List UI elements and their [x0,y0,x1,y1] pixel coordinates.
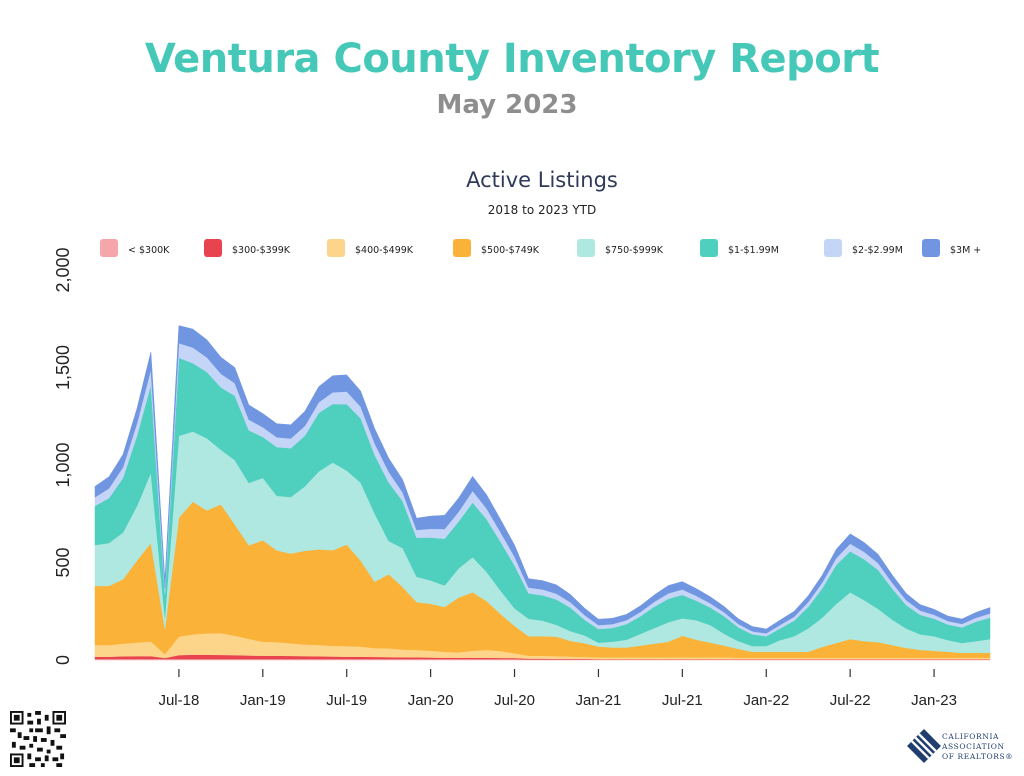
x-tick-label: Jan-21 [576,692,622,709]
report-title: Ventura County Inventory Report [144,36,880,82]
x-axis: Jul-18 Jan-19 Jul-19 Jan-20 Jul-20 Jan-21 Jul-… [158,669,957,709]
legend-item: $2-$2.99M [824,239,903,257]
logo-line-1: CALIFORNIA [942,732,1000,741]
legend-label: $3M + [950,245,981,256]
x-tick-label: Jan-22 [743,692,789,709]
chart-legend: < $300K $300-$399K $400-$499K $500-$749K $75… [100,239,981,257]
chart-title: Active Listings [466,168,618,192]
qr-code-icon [10,711,66,767]
car-logo-icon [907,729,941,763]
report-subtitle: May 2023 [436,90,578,120]
legend-swatch [700,239,718,257]
legend-swatch [453,239,471,257]
legend-item: $750-$999K [577,239,664,257]
area-series-7 [94,325,991,634]
x-tick-label: Jul-19 [326,692,367,709]
logo-line-3: OF REALTORS® [942,752,1014,761]
x-tick-label: Jul-18 [158,692,199,709]
x-tick-label: Jan-23 [911,692,957,709]
y-axis: 0 500 1,000 1,500 2,000 [53,247,73,665]
y-tick-label: 0 [53,655,73,665]
legend-label: < $300K [128,245,170,256]
legend-label: $400-$499K [355,245,414,256]
chart-subtitle: 2018 to 2023 YTD [487,203,597,217]
legend-swatch [922,239,940,257]
car-logo-text: CALIFORNIA ASSOCIATION OF REALTORS® [942,732,1013,762]
legend-label: $2-$2.99M [852,245,903,256]
legend-swatch [577,239,595,257]
y-tick-label: 1,000 [53,442,73,487]
y-tick-label: 1,500 [53,345,73,390]
x-tick-label: Jul-21 [662,692,703,709]
legend-swatch [327,239,345,257]
x-tick-label: Jan-20 [408,692,454,709]
legend-item: < $300K [100,239,170,257]
legend-label: $750-$999K [605,245,664,256]
legend-label: $300-$399K [232,245,291,256]
stacked-areas [94,325,991,661]
legend-item: $1-$1.99M [700,239,779,257]
legend-swatch [204,239,222,257]
legend-item: $300-$399K [204,239,291,257]
legend-item: $400-$499K [327,239,414,257]
x-tick-label: Jul-22 [830,692,871,709]
legend-swatch [100,239,118,257]
y-tick-label: 500 [53,547,73,577]
legend-label: $500-$749K [481,245,540,256]
logo-line-2: ASSOCIATION [942,742,1005,751]
legend-swatch [824,239,842,257]
legend-item: $500-$749K [453,239,540,257]
legend-item: $3M + [922,239,981,257]
y-tick-label: 2,000 [53,247,73,292]
x-tick-label: Jan-19 [240,692,286,709]
x-tick-label: Jul-20 [494,692,535,709]
legend-label: $1-$1.99M [728,245,779,256]
